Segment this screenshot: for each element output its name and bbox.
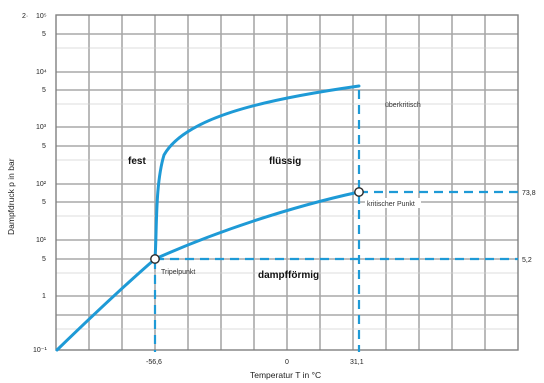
y-axis-ticks: 10⁻¹ 1 5 10¹ 5 10² 5 10³ 5 10⁴ 5 10⁵ 2·	[22, 13, 47, 354]
y-tick-label: 5	[42, 199, 46, 206]
y-tick-label: 5	[42, 87, 46, 94]
y-tick-label: 10⁴	[36, 69, 47, 76]
phase-boundaries	[55, 84, 361, 352]
y-axis-title: Dampfdruck p in bar	[6, 158, 16, 235]
right-label-triple-pressure: 5,2	[522, 257, 532, 264]
x-tick-label: 0	[285, 359, 289, 366]
y-tick-label: 10³	[36, 124, 47, 131]
vaporization-curve	[153, 190, 361, 261]
y-tick-label: 5	[42, 31, 46, 38]
region-vapor: dampfförmig	[258, 270, 319, 281]
y-tick-label: 2·	[22, 13, 28, 20]
y-tick-label: 10²	[36, 181, 47, 188]
triple-point-marker	[150, 254, 160, 264]
plot-frame	[55, 14, 519, 351]
x-tick-label: 31,1	[350, 359, 364, 366]
region-liquid: flüssig	[269, 156, 301, 167]
melting-curve	[153, 84, 361, 261]
y-tick-label: 10⁵	[36, 13, 47, 20]
region-supercritical: überkritisch	[385, 102, 421, 109]
y-tick-label: 5	[42, 256, 46, 263]
x-axis-title: Temperatur T in °C	[250, 370, 321, 380]
critical-point-marker	[354, 187, 364, 197]
y-tick-label: 10⁻¹	[33, 347, 47, 354]
y-tick-label: 1	[42, 293, 46, 300]
critical-point-label: kritischer Punkt	[367, 201, 415, 208]
sublimation-curve	[55, 257, 157, 352]
region-solid: fest	[128, 156, 146, 167]
x-tick-label: -56,6	[146, 359, 162, 366]
right-label-critical-pressure: 73,8	[522, 190, 536, 197]
y-tick-label: 10¹	[36, 237, 47, 244]
y-tick-label: 5	[42, 143, 46, 150]
grid	[56, 15, 518, 350]
triple-point-label: Tripelpunkt	[161, 269, 195, 276]
